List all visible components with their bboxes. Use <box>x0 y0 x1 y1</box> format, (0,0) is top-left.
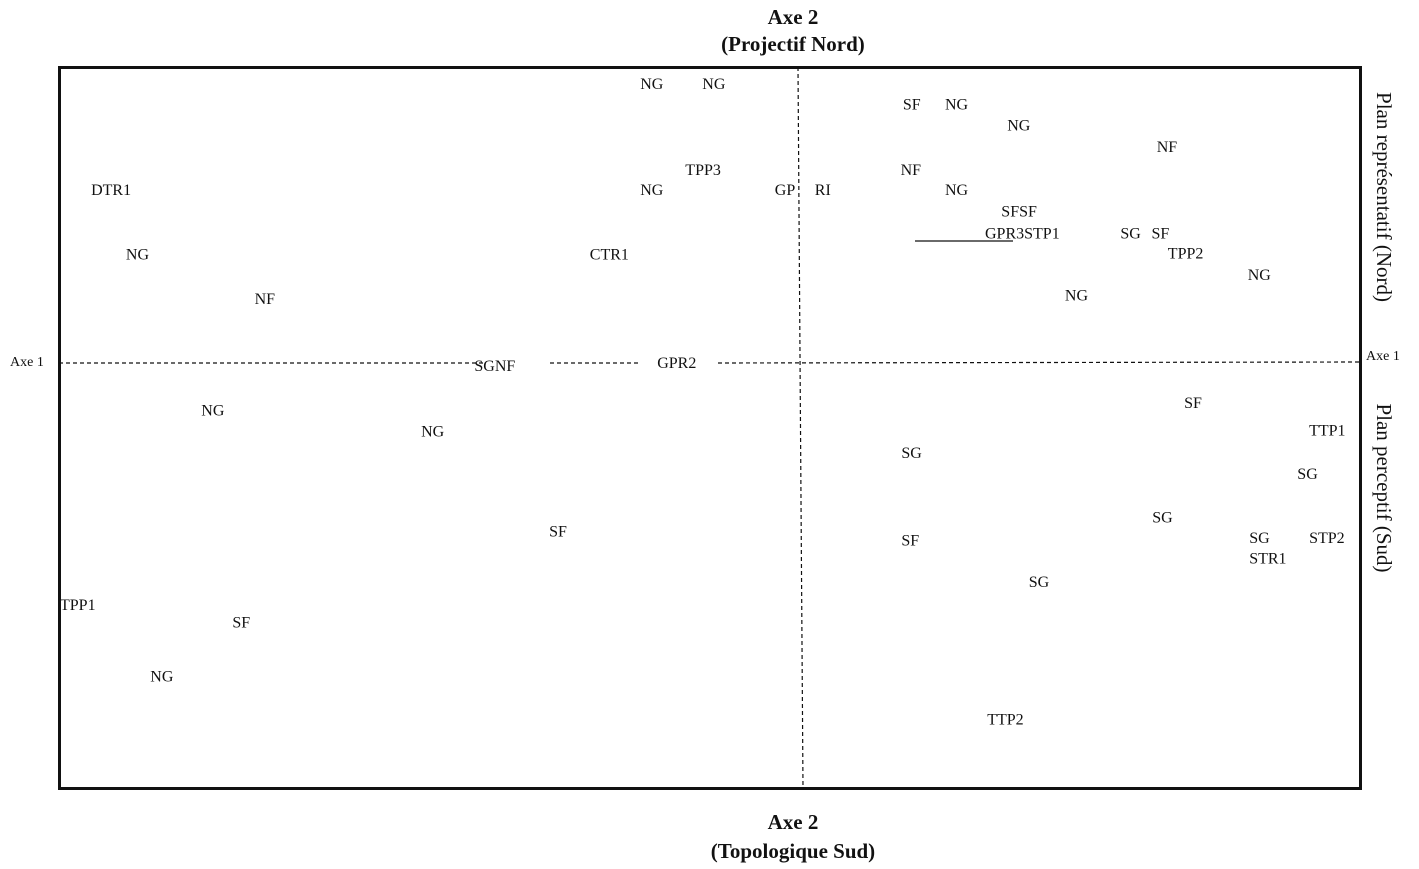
point-label: NG <box>702 76 726 93</box>
point-label: NG <box>640 182 664 199</box>
point-label: NG <box>1007 118 1031 135</box>
top-axis-title-line2: (Projectif Nord) <box>721 32 865 56</box>
point-label: SF <box>232 615 250 632</box>
point-label: SFSF <box>1001 204 1037 221</box>
point-label: SG <box>1120 226 1141 243</box>
bottom-axis-title-line2: (Topologique Sud) <box>711 839 875 863</box>
point-label: DTR1 <box>91 182 131 199</box>
horizontal-axis-1 <box>59 361 1363 364</box>
axis1-label-right: Axe 1 <box>1366 349 1400 364</box>
point-label: NG <box>945 97 969 114</box>
point-label: RI <box>815 182 831 199</box>
point-label: NG <box>126 246 150 263</box>
top-axis-title-line1: Axe 2 <box>768 5 819 29</box>
point-label: SF <box>1184 395 1202 412</box>
point-label: TPP2 <box>1168 245 1204 262</box>
point-label: NF <box>901 162 922 179</box>
point-label: NG <box>201 403 225 420</box>
point-label: GP <box>775 182 796 199</box>
plot-frame <box>58 66 1362 790</box>
point-label: NG <box>421 424 445 441</box>
point-label: SG <box>901 445 922 462</box>
point-label: GPR2 <box>657 355 696 372</box>
axis1-label-left: Axe 1 <box>10 355 44 370</box>
side-label-south: Plan perceptif (Sud) <box>1372 403 1396 572</box>
point-label: NG <box>945 182 969 199</box>
point-label: NF <box>255 291 276 308</box>
point-label: TPP3 <box>685 162 721 179</box>
point-label: SG <box>1249 530 1270 547</box>
point-label: TPP1 <box>60 597 96 614</box>
point-label: TTP2 <box>987 712 1023 729</box>
point-label: NG <box>150 669 174 686</box>
point-label: NG <box>1065 288 1089 305</box>
point-label: SF <box>549 524 567 541</box>
point-label: TTP1 <box>1309 423 1345 440</box>
bottom-axis-title-line1: Axe 2 <box>768 810 819 834</box>
point-label: SGNF <box>474 358 515 375</box>
point-label: SF <box>1152 226 1170 243</box>
point-label: GPR3STP1 <box>985 226 1060 243</box>
side-label-north: Plan représentatif (Nord) <box>1372 92 1396 302</box>
vertical-axis-2 <box>797 66 804 789</box>
point-label: SF <box>903 97 921 114</box>
point-label: SF <box>901 532 919 549</box>
point-label: SG <box>1297 466 1318 483</box>
point-label: SG <box>1152 509 1173 526</box>
point-label: NF <box>1157 139 1178 156</box>
point-label: STP2 <box>1309 530 1345 547</box>
point-label: NG <box>640 76 664 93</box>
point-label: NG <box>1248 267 1272 284</box>
point-label: CTR1 <box>590 246 629 263</box>
point-label: SG <box>1029 574 1050 591</box>
point-label: STR1 <box>1249 550 1286 567</box>
